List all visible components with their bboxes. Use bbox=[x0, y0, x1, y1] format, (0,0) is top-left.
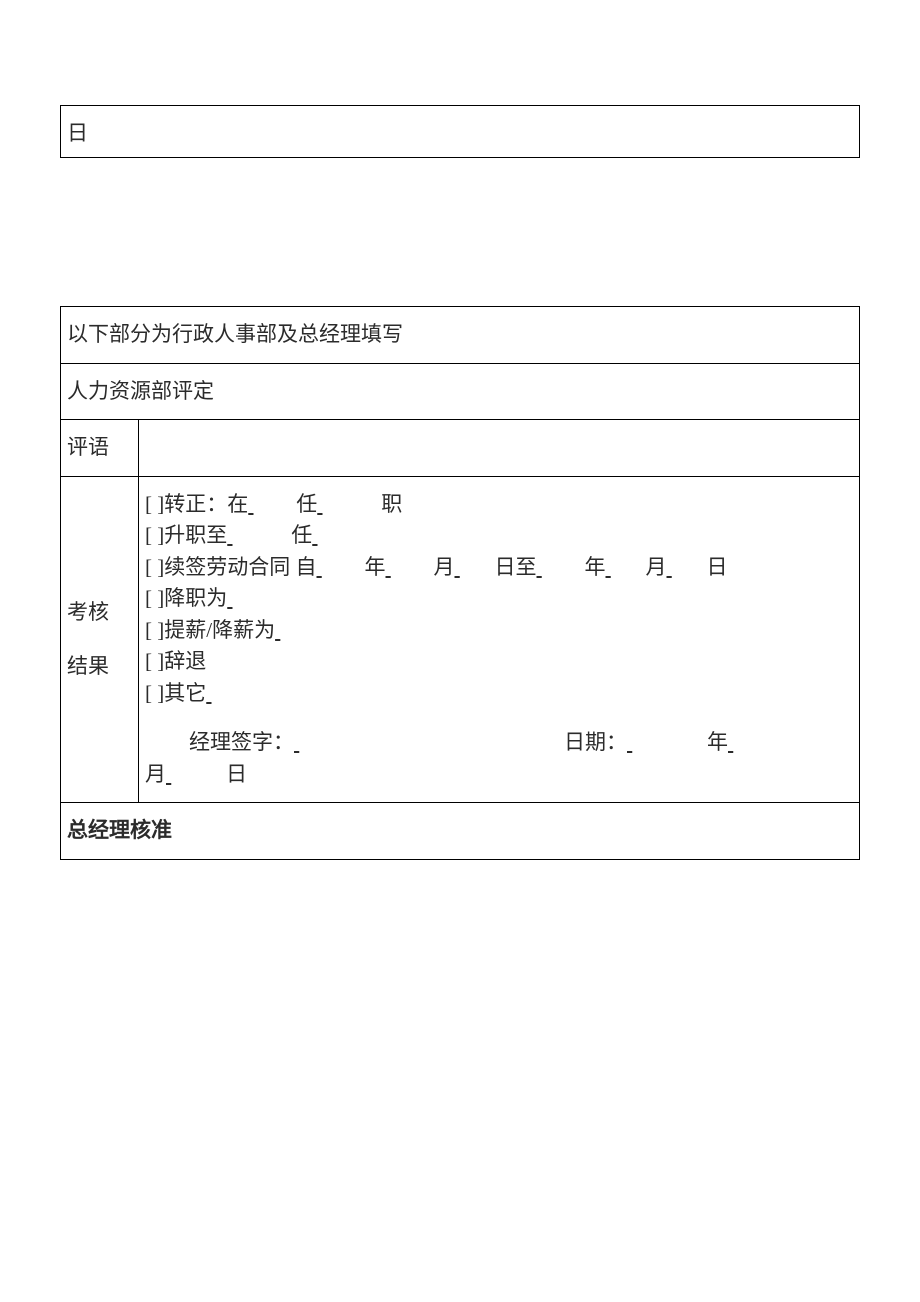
opt-renew-contract[interactable]: [ ]续签劳动合同 自 年 月 日至 年 月 日 bbox=[145, 552, 853, 584]
result-label: 考核 结果 bbox=[61, 476, 139, 803]
result-options-cell[interactable]: [ ]转正：在 任 职 [ ]升职至 任 [ ]续签劳动合同 自 年 月 日至 … bbox=[139, 476, 860, 803]
gm-approval-row: 总经理核准 bbox=[61, 803, 860, 860]
hr-approval-table: 以下部分为行政人事部及总经理填写 人力资源部评定 评语 考核 结果 [ ]转正：… bbox=[60, 306, 860, 860]
section-header: 以下部分为行政人事部及总经理填写 bbox=[61, 307, 860, 364]
manager-signature-row: 经理签字： 日期： 年 bbox=[145, 727, 853, 759]
top-date-text: 日 bbox=[67, 117, 88, 147]
opt-promote[interactable]: [ ]升职至 任 bbox=[145, 520, 853, 552]
date-label: 日期： bbox=[564, 727, 627, 759]
date-continuation: 月 日 bbox=[145, 759, 853, 791]
comment-cell[interactable] bbox=[139, 420, 860, 477]
gm-approval-label: 总经理核准 bbox=[67, 818, 172, 842]
opt-salary-change[interactable]: [ ]提薪/降薪为 bbox=[145, 615, 853, 647]
opt-dismiss[interactable]: [ ]辞退 bbox=[145, 646, 853, 678]
hr-eval-header: 人力资源部评定 bbox=[61, 363, 860, 420]
sig-label: 经理签字： bbox=[189, 727, 294, 759]
opt-regularize[interactable]: [ ]转正：在 任 职 bbox=[145, 489, 853, 521]
opt-demote[interactable]: [ ]降职为 bbox=[145, 583, 853, 615]
top-date-box: 日 bbox=[60, 105, 860, 158]
comment-label: 评语 bbox=[61, 420, 139, 477]
opt-other[interactable]: [ ]其它 bbox=[145, 678, 853, 710]
